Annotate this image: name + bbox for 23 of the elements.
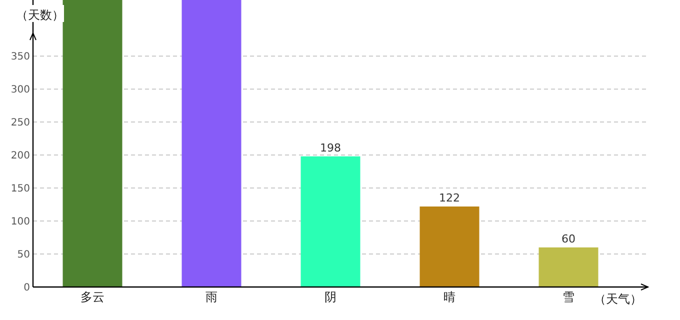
y-axis-title: （天数） [16,8,64,22]
x-tick-label: 阴 [324,290,336,304]
y-tick-label: 50 [17,250,30,261]
y-tick-label: 300 [10,84,30,96]
y-tick-label: 250 [10,118,30,129]
bar [300,156,360,287]
data-label: 198 [320,141,341,154]
y-tick-label: 0 [24,282,30,294]
bar [62,0,122,287]
y-tick-label: 200 [10,150,30,162]
y-tick-label: 350 [10,52,30,63]
y-tick-label: 150 [10,184,30,195]
bar [420,206,480,287]
x-tick-label: 雨 [206,290,218,304]
x-tick-label: 晴 [444,290,456,304]
y-tick-label: 100 [10,216,30,228]
bar [182,0,242,287]
bar [538,247,598,287]
x-tick-label: 多云 [80,290,104,304]
data-label: 60 [562,232,576,246]
x-axis-title: （天气） [594,292,642,306]
x-tick-label: 雪 [562,290,574,304]
data-label: 122 [439,192,460,205]
